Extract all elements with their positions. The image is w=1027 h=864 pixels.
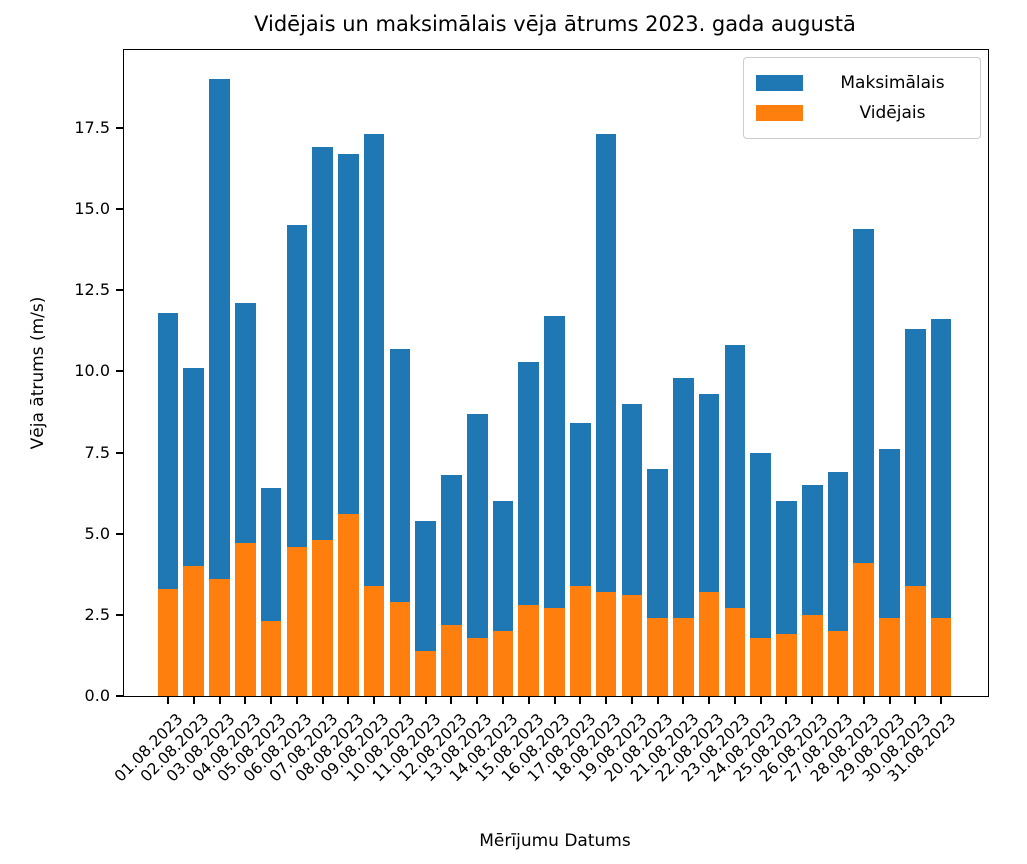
x-tick-mark (733, 697, 736, 704)
x-tick-mark (759, 697, 762, 704)
x-tick-mark (398, 697, 401, 704)
y-tick-label: 5.0 (84, 523, 110, 543)
x-axis-title: Mērījumu Datums (479, 831, 631, 851)
avg-bar-01.08.2023 (157, 588, 179, 696)
legend-entry-vidējais: Vidējais (756, 98, 968, 128)
y-tick-mark (116, 289, 123, 292)
y-tick-mark (116, 613, 123, 616)
avg-bar-16.08.2023 (544, 608, 565, 696)
x-tick-mark (862, 697, 865, 704)
x-tick-mark (373, 697, 376, 704)
avg-bar-17.08.2023 (570, 585, 591, 696)
y-tick-label: 2.5 (84, 604, 110, 624)
avg-bar-24.08.2023 (750, 637, 771, 696)
y-tick-mark (116, 451, 123, 454)
avg-bar-23.08.2023 (724, 608, 746, 696)
avg-bar-03.08.2023 (209, 579, 230, 696)
avg-bar-14.08.2023 (492, 631, 514, 696)
avg-bar-30.08.2023 (905, 585, 926, 696)
legend-swatch-vidējais (756, 105, 803, 121)
y-tick-mark (116, 532, 123, 535)
y-tick-mark (116, 208, 123, 211)
y-tick-label: 10.0 (74, 361, 110, 381)
x-tick-mark (914, 697, 917, 704)
x-tick-mark (527, 697, 530, 704)
y-tick-label: 7.5 (84, 442, 110, 462)
y-tick-mark (116, 695, 123, 697)
x-tick-mark (424, 697, 427, 704)
max-bar-31.08.2023 (930, 319, 952, 696)
max-bar-03.08.2023 (209, 79, 230, 696)
x-tick-mark (295, 697, 298, 704)
avg-bar-15.08.2023 (518, 605, 540, 696)
x-tick-mark (940, 697, 943, 704)
x-tick-mark (167, 697, 169, 704)
x-tick-mark (811, 697, 814, 704)
x-tick-mark (708, 697, 711, 704)
x-tick-mark (450, 697, 453, 704)
avg-bar-02.08.2023 (183, 566, 205, 696)
legend-label: Vidējais (859, 103, 926, 123)
avg-bar-06.08.2023 (286, 546, 308, 696)
max-bar-21.08.2023 (673, 377, 694, 696)
x-tick-mark (579, 697, 582, 704)
x-tick-mark (630, 697, 633, 704)
avg-bar-08.08.2023 (338, 514, 359, 696)
x-tick-mark (888, 697, 891, 704)
y-tick-mark (116, 370, 123, 373)
avg-bar-10.08.2023 (389, 601, 411, 696)
avg-bar-04.08.2023 (235, 543, 256, 696)
avg-bar-05.08.2023 (260, 621, 282, 696)
avg-bar-27.08.2023 (827, 631, 849, 696)
y-axis-title: Vēja ātrums (m/s) (28, 296, 48, 450)
y-tick-label: 0.0 (84, 686, 110, 705)
avg-bar-20.08.2023 (647, 618, 668, 696)
legend-label: Maksimālais (840, 73, 945, 93)
avg-bar-26.08.2023 (801, 614, 823, 696)
avg-bar-29.08.2023 (879, 618, 900, 696)
avg-bar-21.08.2023 (673, 618, 694, 696)
avg-bar-12.08.2023 (441, 624, 462, 696)
x-tick-mark (682, 697, 685, 704)
avg-bar-28.08.2023 (853, 562, 875, 696)
legend-swatch-maksimālais (756, 75, 803, 91)
y-tick-label: 15.0 (74, 199, 110, 219)
x-tick-mark (244, 697, 247, 704)
max-bar-24.08.2023 (750, 452, 771, 696)
avg-bar-31.08.2023 (930, 618, 952, 696)
plot-area: 0.0 2.5 5.0 7.5 10.0 12.5 15.0 17.5 01.08.2023 0… (28, 49, 989, 785)
x-tick-mark (321, 697, 324, 704)
avg-bar-13.08.2023 (466, 637, 488, 696)
x-tick-mark (502, 697, 504, 704)
max-bar-09.08.2023 (363, 134, 385, 696)
y-tick-mark (116, 126, 123, 129)
x-tick-mark (218, 697, 221, 704)
max-bar-13.08.2023 (466, 413, 488, 696)
avg-bar-07.08.2023 (312, 540, 333, 696)
avg-bar-22.08.2023 (698, 592, 720, 696)
max-bar-16.08.2023 (544, 316, 565, 696)
avg-bar-18.08.2023 (595, 592, 617, 696)
max-bar-18.08.2023 (595, 134, 617, 696)
chart-title: Vidējais un maksimālais vēja ātrums 2023… (254, 12, 856, 36)
avg-bar-11.08.2023 (415, 650, 436, 696)
max-bar-23.08.2023 (724, 345, 746, 696)
x-tick-mark (476, 697, 479, 704)
x-tick-mark (837, 697, 840, 704)
avg-bar-25.08.2023 (776, 634, 797, 696)
x-tick-mark (656, 697, 659, 704)
x-tick-mark (605, 697, 608, 704)
y-tick-label: 17.5 (74, 117, 110, 137)
legend: Maksimālais Vidējais (743, 57, 981, 139)
x-tick-mark (785, 697, 788, 704)
x-tick-mark (270, 697, 273, 704)
legend-entry-maksimālais: Maksimālais (756, 68, 968, 98)
avg-bar-19.08.2023 (621, 595, 643, 696)
x-tick-mark (347, 697, 350, 704)
x-tick-mark (553, 697, 556, 704)
y-tick-label: 12.5 (74, 280, 110, 300)
x-tick-mark (192, 697, 195, 704)
avg-bar-09.08.2023 (363, 585, 385, 696)
